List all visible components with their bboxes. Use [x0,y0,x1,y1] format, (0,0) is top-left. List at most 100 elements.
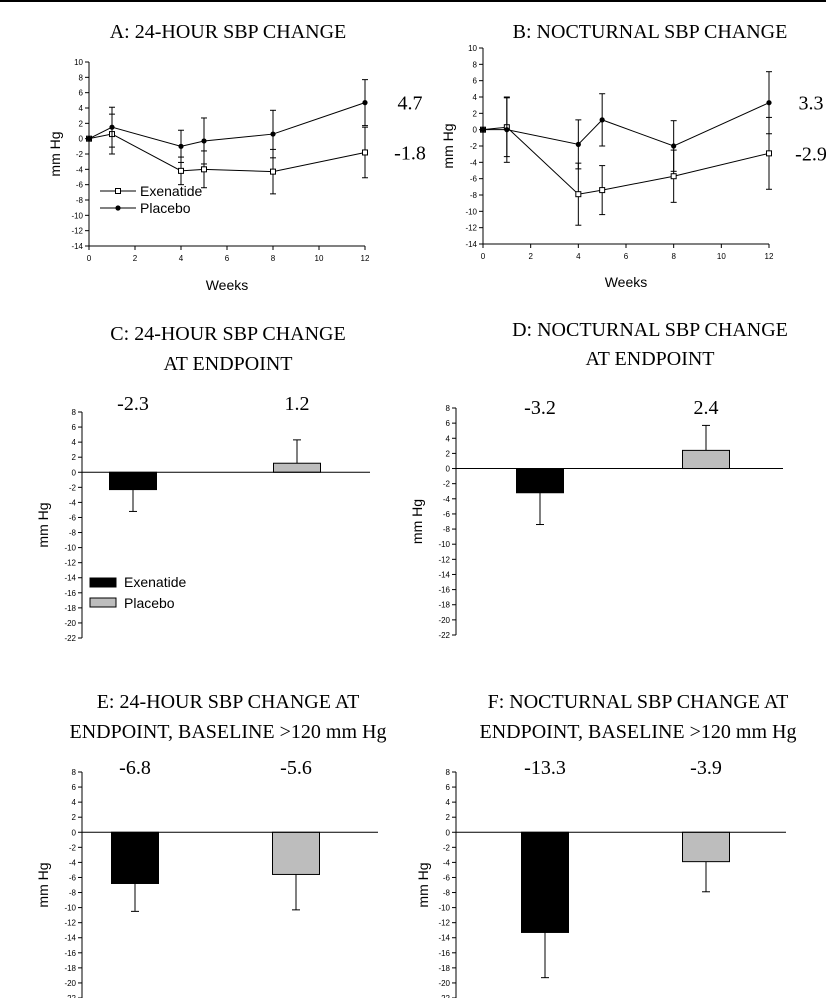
end-value-label: -2.9 [795,143,826,165]
y-tick-label: -2 [69,843,77,852]
y-tick-label: -6 [443,873,451,882]
x-tick-label: 6 [624,252,629,261]
y-axis-label: mm Hg [47,131,63,176]
y-tick-label: -2 [470,142,478,151]
y-tick-label: -4 [69,498,77,507]
y-tick-label: 2 [79,119,84,128]
y-tick-label: -16 [438,949,450,958]
data-point-placebo [201,138,207,144]
data-point-placebo [270,131,276,137]
y-tick-label: 8 [446,768,451,777]
legend-label-exenatide: Exenatide [140,183,202,199]
y-tick-label: 2 [446,449,451,458]
y-tick-label: -6 [69,513,77,522]
y-tick-label: -6 [470,175,478,184]
y-tick-label: -12 [64,559,76,568]
y-tick-label: -10 [71,211,83,220]
data-point-exenatide [766,150,772,157]
bar-value-label: -3.2 [524,397,556,419]
legend-marker-exenatide [115,188,121,194]
panel-title-line-2: AT ENDPOINT [585,348,714,370]
x-tick-label: 6 [225,254,230,263]
y-tick-label: 8 [72,768,77,777]
y-axis-label: mm Hg [409,499,425,544]
y-tick-label: -2 [69,483,77,492]
y-axis-label: mm Hg [440,123,456,168]
y-tick-label: 0 [72,468,77,477]
bar-value-label: -2.3 [117,393,149,415]
y-tick-label: -12 [64,919,76,928]
y-tick-label: 6 [72,423,77,432]
bar-placebo [273,462,321,473]
y-tick-label: -6 [69,873,77,882]
y-tick-label: 0 [473,126,478,135]
y-tick-label: -18 [438,964,450,973]
y-tick-label: 8 [473,60,478,69]
y-tick-label: -4 [470,158,478,167]
data-point-placebo [86,136,92,142]
bar-value-label: -3.9 [690,757,722,779]
y-tick-label: 2 [72,813,77,822]
y-tick-label: -14 [64,574,76,583]
y-tick-label: -22 [64,634,76,643]
legend-swatch-exenatide [89,577,117,588]
y-tick-label: -4 [443,858,451,867]
y-tick-label: -10 [64,904,76,913]
y-tick-label: 2 [473,109,478,118]
x-tick-label: 12 [361,254,370,263]
panel-f: F: NOCTURNAL SBP CHANGE AT ENDPOINT, BASE… [415,691,797,998]
panel-title-line-1: D: NOCTURNAL SBP CHANGE [512,319,788,341]
y-tick-label: -8 [69,529,77,538]
y-tick-label: -10 [438,540,450,549]
end-value-label: 3.3 [799,93,824,115]
y-tick-label: 10 [468,44,477,53]
y-tick-label: -12 [438,919,450,928]
panel-title-line-1: F: NOCTURNAL SBP CHANGE AT [488,691,789,713]
end-value-label: 4.7 [398,93,423,115]
data-point-exenatide [178,167,184,174]
y-tick-label: 6 [72,783,77,792]
bar-exenatide [109,471,157,491]
y-tick-label: -12 [465,224,477,233]
bar-value-label: -5.6 [280,757,312,779]
bar-value-label: 2.4 [694,397,719,419]
y-tick-label: 8 [446,404,451,413]
data-point-placebo [178,143,184,149]
panel-title-line-2: AT ENDPOINT [163,353,292,375]
x-tick-label: 8 [271,254,276,263]
end-value-label: -1.8 [394,142,426,164]
y-tick-label: -8 [76,196,84,205]
x-tick-label: 12 [765,252,774,261]
data-point-exenatide [670,173,677,180]
y-tick-label: -12 [71,227,83,236]
y-tick-label: 6 [473,77,478,86]
y-axis-label: mm Hg [35,502,51,547]
legend-marker-placebo [115,205,121,211]
panel-c: C: 24-HOUR SBP CHANGE AT ENDPOINT 8 6 4 2 0 -2 -… [35,323,370,643]
y-tick-label: -16 [438,586,450,595]
y-tick-label: 0 [446,465,451,474]
x-tick-label: 2 [133,254,138,263]
x-tick-label: 4 [179,254,184,263]
y-tick-label: -18 [64,964,76,973]
y-tick-label: -4 [69,858,77,867]
bar-exenatide [516,468,564,494]
panel-title: B: NOCTURNAL SBP CHANGE [513,21,788,43]
y-tick-label: -2 [443,480,451,489]
data-point-exenatide [575,191,582,198]
panel-a: A: 24-HOUR SBP CHANGE 10 8 6 4 2 0 -2 -4 -6 -8 -10 -… [47,21,426,293]
series-line-exenatide [482,126,770,195]
y-tick-label: 4 [446,434,451,443]
y-tick-label: -16 [64,949,76,958]
y-axis-label: mm Hg [415,862,431,907]
data-point-exenatide [201,166,207,173]
y-tick-label: 10 [74,58,83,67]
x-tick-label: 10 [717,252,726,261]
panel-title-line-1: C: 24-HOUR SBP CHANGE [110,323,345,345]
bar-exenatide [521,831,569,933]
y-tick-label: -20 [64,619,76,628]
panel-title: A: 24-HOUR SBP CHANGE [110,21,347,43]
y-tick-label: -10 [64,544,76,553]
y-tick-label: 4 [72,798,77,807]
